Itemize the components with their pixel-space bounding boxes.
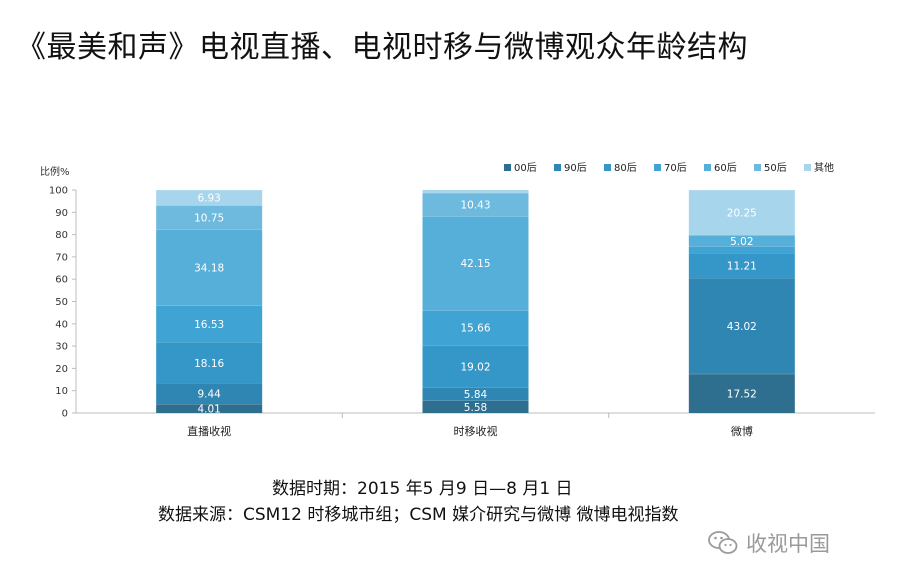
bar-data-label: 18.16: [194, 358, 224, 370]
bar-segment: [688, 190, 795, 236]
y-axis-label: 比例%: [40, 165, 70, 178]
bar-data-label: 16.53: [194, 319, 224, 331]
bar-segment: [422, 216, 529, 311]
bar-data-label: 17.52: [727, 388, 757, 400]
legend-label: 其他: [814, 161, 834, 174]
data-period-note: 数据时期：2015 年5 月9 日—8 月1 日: [272, 479, 573, 499]
bar-segment: [688, 252, 795, 278]
bar-data-label: 11.21: [727, 260, 757, 272]
bar-segment: [422, 400, 529, 413]
legend-swatch: [804, 164, 811, 171]
bar-segment: [156, 383, 263, 405]
y-tick-label: 80: [55, 230, 68, 241]
y-tick-label: 20: [55, 364, 68, 375]
bar-data-label: 10.43: [460, 200, 490, 212]
legend-label: 50后: [764, 162, 787, 174]
bar-data-label: 15.66: [460, 323, 490, 335]
chart-title: 《最美和声》电视直播、电视时移与微博观众年龄结构: [16, 30, 748, 65]
y-tick-label: 0: [62, 409, 68, 420]
bar-data-label: 10.75: [194, 212, 224, 224]
bar-segment: [688, 277, 795, 374]
legend-swatch: [554, 164, 561, 171]
bar-segment: [156, 342, 263, 384]
bar-segment: [422, 310, 529, 346]
y-tick-label: 70: [55, 252, 68, 263]
watermark-text: 收视中国: [746, 532, 830, 556]
bar-segment: [156, 305, 263, 343]
legend-swatch: [704, 164, 711, 171]
bar-data-label: 19.02: [460, 361, 490, 373]
legend-label: 00后: [514, 162, 537, 174]
bar-data-label: 5.84: [464, 389, 488, 401]
legend-swatch: [654, 164, 661, 171]
bar-segment: [156, 229, 263, 306]
bar-segment: [156, 205, 263, 230]
y-tick-label: 100: [49, 186, 68, 197]
legend-swatch: [754, 164, 761, 171]
bar-segment: [422, 387, 529, 401]
bar-data-label: 6.93: [197, 193, 220, 205]
y-tick-label: 30: [55, 342, 68, 353]
bar-data-label: 5.02: [730, 236, 753, 248]
x-category-label: 时移收视: [454, 424, 498, 438]
bar-data-label: 5.58: [464, 402, 487, 414]
y-tick-label: 40: [55, 319, 68, 330]
bar-segment: [688, 373, 795, 413]
y-tick-label: 10: [55, 386, 68, 397]
stacked-bar-chart: 0 10 20 30 40 50 60 70 80 90 100 比例% 4.01 9.44 18.16 16…: [40, 161, 875, 438]
bar-data-label: 43.02: [727, 321, 757, 333]
x-category-label: 微博: [731, 424, 753, 438]
bar-data-label: 9.44: [197, 389, 221, 401]
bar-segment: [156, 190, 263, 206]
bar-segment: [422, 192, 529, 217]
watermark: 收视中国: [708, 528, 830, 558]
bar-data-label: 4.01: [197, 404, 220, 416]
y-tick-label: 50: [55, 297, 68, 308]
bar-segment: [688, 235, 795, 247]
legend-label: 80后: [614, 162, 637, 174]
legend-label: 60后: [714, 162, 737, 174]
legend-label: 70后: [664, 162, 687, 174]
bar-segment: [688, 246, 795, 253]
bar-data-label: 42.15: [460, 258, 490, 270]
bar-segment: [422, 345, 529, 388]
x-category-label: 直播收视: [187, 424, 231, 438]
wechat-icon: [708, 531, 738, 554]
data-source-note: 数据来源：CSM12 时移城市组；CSM 媒介研究与微博 微博电视指数: [158, 505, 679, 525]
bar-segment-remainder: [422, 190, 529, 193]
bar-data-label: 20.25: [727, 208, 757, 220]
bar-segment: [156, 404, 263, 413]
legend-swatch: [504, 164, 511, 171]
legend-swatch: [604, 164, 611, 171]
bar-data-label: 34.18: [194, 263, 224, 275]
y-tick-label: 90: [55, 208, 68, 219]
y-tick-label: 60: [55, 275, 68, 286]
legend-label: 90后: [564, 162, 587, 174]
